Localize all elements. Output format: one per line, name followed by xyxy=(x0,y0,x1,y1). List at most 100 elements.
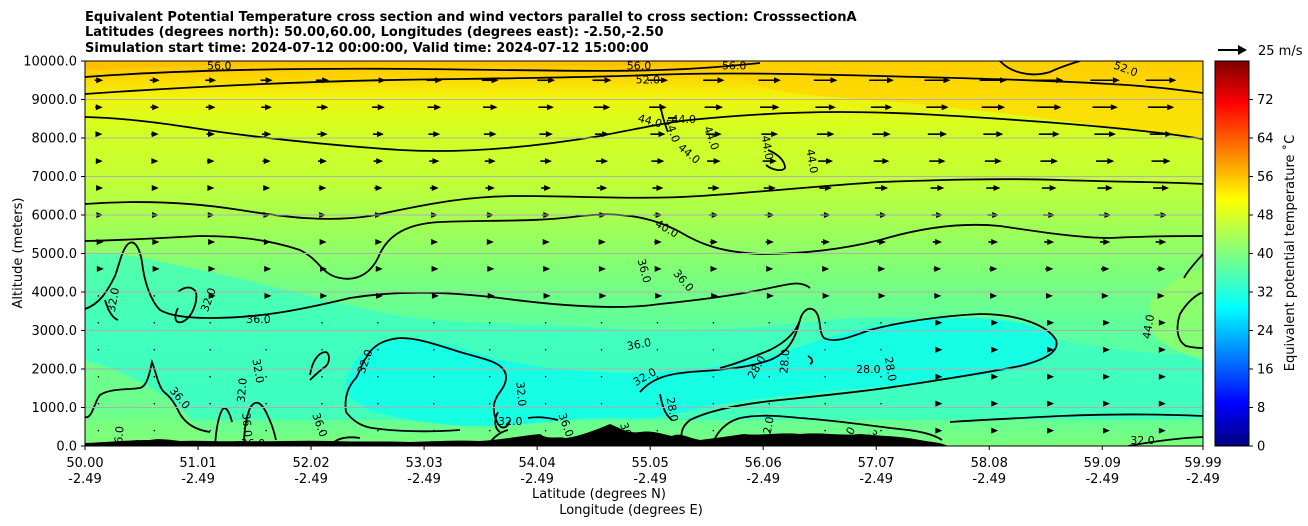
wind-vector xyxy=(1041,185,1057,192)
wind-vector-head xyxy=(1103,238,1111,245)
wind-vector xyxy=(1092,104,1118,111)
wind-vector xyxy=(981,104,1006,111)
wind-vector-head xyxy=(1101,292,1109,299)
wind-vector-head xyxy=(208,131,216,138)
contour-line xyxy=(719,319,801,369)
wind-vector xyxy=(824,348,826,351)
x-tick-label-lat: 51.01 xyxy=(179,456,216,471)
wind-vector-head xyxy=(604,77,612,84)
wind-vector xyxy=(650,131,666,138)
colorbar-tick-label: 16 xyxy=(1257,363,1274,378)
contour-line xyxy=(85,72,1203,95)
wind-vector-head xyxy=(208,265,216,272)
wind-vector xyxy=(824,375,826,378)
contour-line xyxy=(309,351,330,381)
wind-vector-head xyxy=(376,158,384,165)
chart-title-line-2: Latitudes (degrees north): 50.00,60.00, … xyxy=(85,25,664,40)
wind-vector xyxy=(598,238,606,245)
wind-vector xyxy=(1147,104,1175,111)
wind-vector-head xyxy=(1102,319,1110,326)
quiver-key-arrowhead xyxy=(1238,45,1247,55)
wind-vector xyxy=(991,319,999,326)
wind-vector xyxy=(600,402,603,405)
wind-vector xyxy=(988,238,999,245)
wind-vector-head xyxy=(96,265,104,272)
wind-vector xyxy=(712,348,715,351)
wind-vector xyxy=(321,348,323,351)
x-tick-label-lon: -2.49 xyxy=(746,472,780,487)
plot-area: 56.0 56.0 56.052.052.044.044.044.044.044.0… xyxy=(85,60,1203,449)
wind-vector-head xyxy=(263,158,271,165)
contour-lines xyxy=(85,61,1203,446)
x-tick-label-lon: -2.49 xyxy=(181,472,215,487)
contour-line xyxy=(1183,253,1203,279)
wind-vector-head xyxy=(544,158,552,165)
wind-vector-head xyxy=(600,185,608,192)
y-axis-label: Altitude (meters) xyxy=(11,198,26,309)
wind-vector xyxy=(318,185,327,192)
wind-vector xyxy=(877,265,886,272)
wind-vector xyxy=(544,429,547,432)
wind-vector-head xyxy=(1054,104,1062,111)
wind-vector xyxy=(1151,158,1171,165)
contour-label: 32.0 xyxy=(513,381,528,407)
wind-vector xyxy=(263,185,271,192)
wind-vector xyxy=(594,131,610,138)
wind-vector xyxy=(316,104,329,111)
wind-vector xyxy=(1047,400,1055,407)
wind-vector xyxy=(483,131,497,138)
wind-vector xyxy=(433,402,435,405)
y-tick-label: 4000.0 xyxy=(32,286,78,301)
wind-vector-head xyxy=(943,77,951,84)
wind-vector xyxy=(205,104,216,111)
wind-vector-head xyxy=(1046,265,1054,272)
wind-vector-head xyxy=(1105,185,1113,192)
wind-vector xyxy=(1095,158,1115,165)
wind-vector-head xyxy=(378,77,386,84)
wind-vector-head xyxy=(881,185,889,192)
wind-vector xyxy=(318,158,327,165)
wind-vector xyxy=(431,265,439,272)
wind-vector xyxy=(1047,346,1055,353)
wind-vector xyxy=(878,292,886,299)
wind-vector-head xyxy=(1108,131,1116,138)
wind-vector xyxy=(710,265,718,272)
contour-label: 56.0 xyxy=(207,60,232,73)
wind-vector xyxy=(656,375,659,378)
wind-vector xyxy=(1047,319,1055,326)
contour-label: 36.0 xyxy=(246,313,271,326)
wind-vector-head xyxy=(710,238,718,245)
x-tick-label-lat: 58.08 xyxy=(971,456,1008,471)
wind-vector-head xyxy=(822,292,830,299)
wind-vector-head xyxy=(885,104,893,111)
wind-vector xyxy=(377,429,379,432)
wind-vector xyxy=(321,322,323,324)
wind-vector xyxy=(265,322,267,324)
wind-vector xyxy=(486,238,494,245)
contour-line xyxy=(999,61,1081,76)
wind-vector-head xyxy=(546,104,554,111)
contour-label: 36.0 xyxy=(884,436,909,449)
y-tick-label: 5000.0 xyxy=(32,247,78,262)
chart-title-line-3: Simulation start time: 2024-07-12 00:00:… xyxy=(85,41,649,56)
contour-line xyxy=(85,359,211,433)
wind-vector xyxy=(1099,238,1111,245)
contour-label: 32.0 xyxy=(498,415,523,428)
colorbar-tick-label: 0 xyxy=(1257,440,1265,455)
wind-vector-head xyxy=(1107,158,1115,165)
wind-vector-head xyxy=(822,265,830,272)
wind-vector-head xyxy=(991,238,999,245)
wind-vector xyxy=(655,292,663,299)
wind-vector xyxy=(315,77,330,84)
contour-line xyxy=(345,411,461,433)
wind-vector-head xyxy=(487,292,495,299)
wind-vector xyxy=(431,238,439,245)
wind-vector xyxy=(816,131,835,138)
field-top-right-warm xyxy=(720,61,1203,140)
wind-vector xyxy=(377,402,379,405)
wind-vector xyxy=(933,265,942,272)
wind-vector-head xyxy=(1159,238,1167,245)
x-axis-label: Latitude (degrees N) xyxy=(532,487,666,502)
wind-vector-head xyxy=(96,185,104,192)
